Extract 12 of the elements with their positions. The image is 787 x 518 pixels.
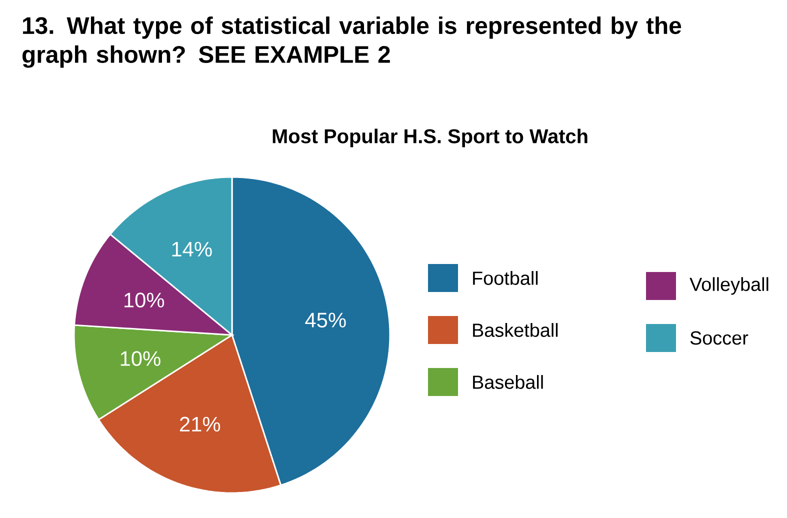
legend-label: Volleyball — [690, 277, 768, 295]
legend-label: Basketball — [473, 323, 558, 337]
legend-label: Baseball — [473, 375, 543, 389]
legend-label: Football — [473, 271, 538, 285]
data-label: 45% — [305, 312, 346, 328]
legend-label: Soccer — [690, 331, 748, 345]
chart-title: Most Popular H.S. Sport to Watch — [272, 128, 588, 148]
data-label: 10% — [124, 292, 164, 308]
data-label: 14% — [172, 242, 212, 257]
text: 13. What type of statistical variable is represented by the graph shown? SEE EXAMPLE 2 — [22, 16, 682, 68]
data-label: 21% — [180, 416, 220, 432]
data-label: 10% — [120, 351, 160, 366]
